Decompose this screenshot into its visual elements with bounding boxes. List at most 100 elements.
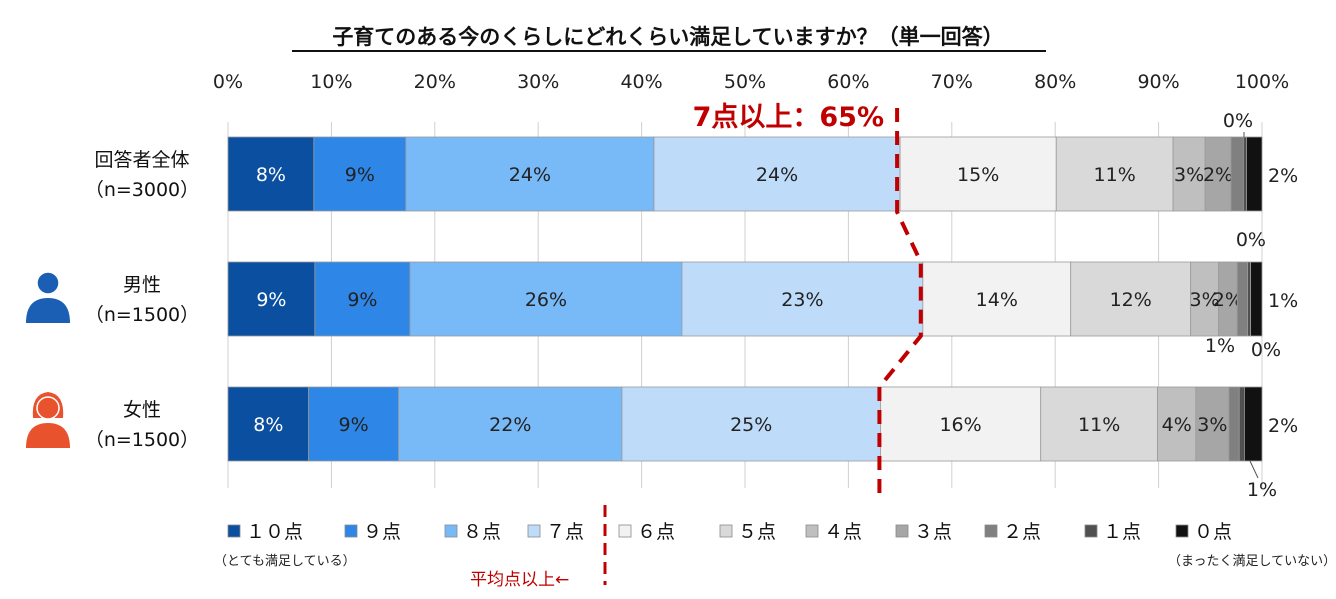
x-tick-label: 30% (517, 71, 559, 93)
data-label-outside: 1% (1205, 335, 1235, 357)
bar-segment (313, 136, 407, 212)
bar-segment (227, 136, 315, 212)
threshold-legend-label: 平均点以上← (470, 570, 570, 590)
category-label: 男性 (123, 274, 161, 296)
legend-label: ２点 (1003, 521, 1041, 543)
threshold-annotation: 7点以上：65% (693, 102, 884, 133)
data-label-outside: 1% (1247, 479, 1277, 501)
bar-segment (1190, 261, 1219, 337)
legend-note-bottom: （まったく満足していない） (1168, 554, 1336, 569)
bar-segment (1236, 261, 1248, 337)
legend-swatch (444, 524, 458, 538)
data-label-outside: 2% (1268, 415, 1298, 437)
legend-label: ６点 (637, 521, 675, 543)
data-label: 8% (256, 164, 286, 186)
x-tick-label: 60% (827, 71, 869, 93)
data-label-outside: 0% (1223, 110, 1253, 132)
data-label-outside: 2% (1268, 165, 1298, 187)
bar-segment (227, 261, 316, 337)
data-label: 9% (347, 289, 377, 311)
data-label: 25% (730, 414, 772, 436)
legend-label: １点 (1103, 521, 1141, 543)
bar-segment (1195, 386, 1230, 462)
legend-label: ７点 (546, 521, 584, 543)
x-tick-label: 100% (1235, 71, 1289, 93)
x-tick-label: 40% (620, 71, 662, 93)
x-tick-label: 90% (1137, 71, 1179, 93)
bar-segment (1157, 386, 1197, 462)
legend-label: ５点 (738, 521, 776, 543)
threshold-dashed-line (877, 108, 923, 497)
bar-segment (1250, 261, 1263, 337)
data-label: 26% (525, 289, 567, 311)
bar-segment (681, 261, 924, 337)
data-label: 14% (976, 289, 1018, 311)
data-label: 3% (1197, 414, 1227, 436)
bar-segment (405, 136, 655, 212)
legend-swatch (1175, 524, 1189, 538)
data-label: 4% (1162, 414, 1192, 436)
data-label: 24% (756, 164, 798, 186)
data-label: 16% (939, 414, 981, 436)
person-body-icon (26, 423, 70, 448)
data-label: 8% (253, 414, 283, 436)
legend-swatch (618, 524, 632, 538)
data-label: 3% (1174, 164, 1204, 186)
bar-segment (1242, 136, 1247, 212)
bar-segment (880, 386, 1042, 462)
legend-label: ３点 (914, 521, 952, 543)
legend-swatch (1084, 524, 1098, 538)
legend-label: ９点 (363, 521, 401, 543)
bar-segment (899, 136, 1057, 212)
leader-line (1249, 460, 1259, 479)
x-tick-label: 70% (931, 71, 973, 93)
person-body-icon (26, 298, 70, 323)
data-label: 9% (256, 289, 286, 311)
legend-swatch (805, 524, 819, 538)
bar-segment (409, 261, 683, 337)
bar-segment (308, 386, 400, 462)
bar-segment (1040, 386, 1158, 462)
data-label-outside: 1% (1268, 290, 1298, 312)
legend-swatch (344, 524, 358, 538)
data-label: 11% (1094, 164, 1136, 186)
bar-segment (653, 136, 901, 212)
data-label: 2% (1203, 164, 1233, 186)
legend-label: ０点 (1194, 521, 1232, 543)
data-label: 9% (345, 164, 375, 186)
x-tick-label: 10% (310, 71, 352, 93)
data-label-outside: 0% (1251, 339, 1281, 361)
data-label: 11% (1078, 414, 1120, 436)
bar-segment (1228, 386, 1240, 462)
bar-segment (1246, 136, 1263, 212)
bar-segment (922, 261, 1072, 337)
female-person-icon (36, 396, 60, 420)
category-label: 女性 (123, 399, 161, 421)
chart-title: 子育てのある今のくらしにどれくらい満足していますか？（単一回答） (332, 25, 1003, 49)
bar-segment (621, 386, 881, 462)
x-tick-label: 80% (1034, 71, 1076, 93)
legend-swatch (719, 524, 733, 538)
bar-segment (398, 386, 623, 462)
bar-segment (1238, 386, 1245, 462)
legend-label: ４点 (824, 521, 862, 543)
legend-swatch (984, 524, 998, 538)
data-label: 9% (339, 414, 369, 436)
data-label: 15% (957, 164, 999, 186)
data-label-outside: 0% (1236, 229, 1266, 251)
data-label: 23% (781, 289, 823, 311)
category-label: 回答者全体 (94, 149, 189, 171)
legend-note-top: （とても満足している） (214, 554, 356, 569)
legend-swatch (895, 524, 909, 538)
data-label: 24% (509, 164, 551, 186)
bar-segment (1244, 386, 1263, 462)
category-sub-label: （n=1500） (85, 429, 199, 451)
bar-segment (1070, 261, 1192, 337)
data-label: 12% (1110, 289, 1152, 311)
legend-swatch (527, 524, 541, 538)
legend-label: １０点 (246, 521, 303, 543)
legend-label: ８点 (463, 521, 501, 543)
legend-swatch (227, 524, 241, 538)
x-tick-label: 50% (724, 71, 766, 93)
bar-segment (1172, 136, 1206, 212)
